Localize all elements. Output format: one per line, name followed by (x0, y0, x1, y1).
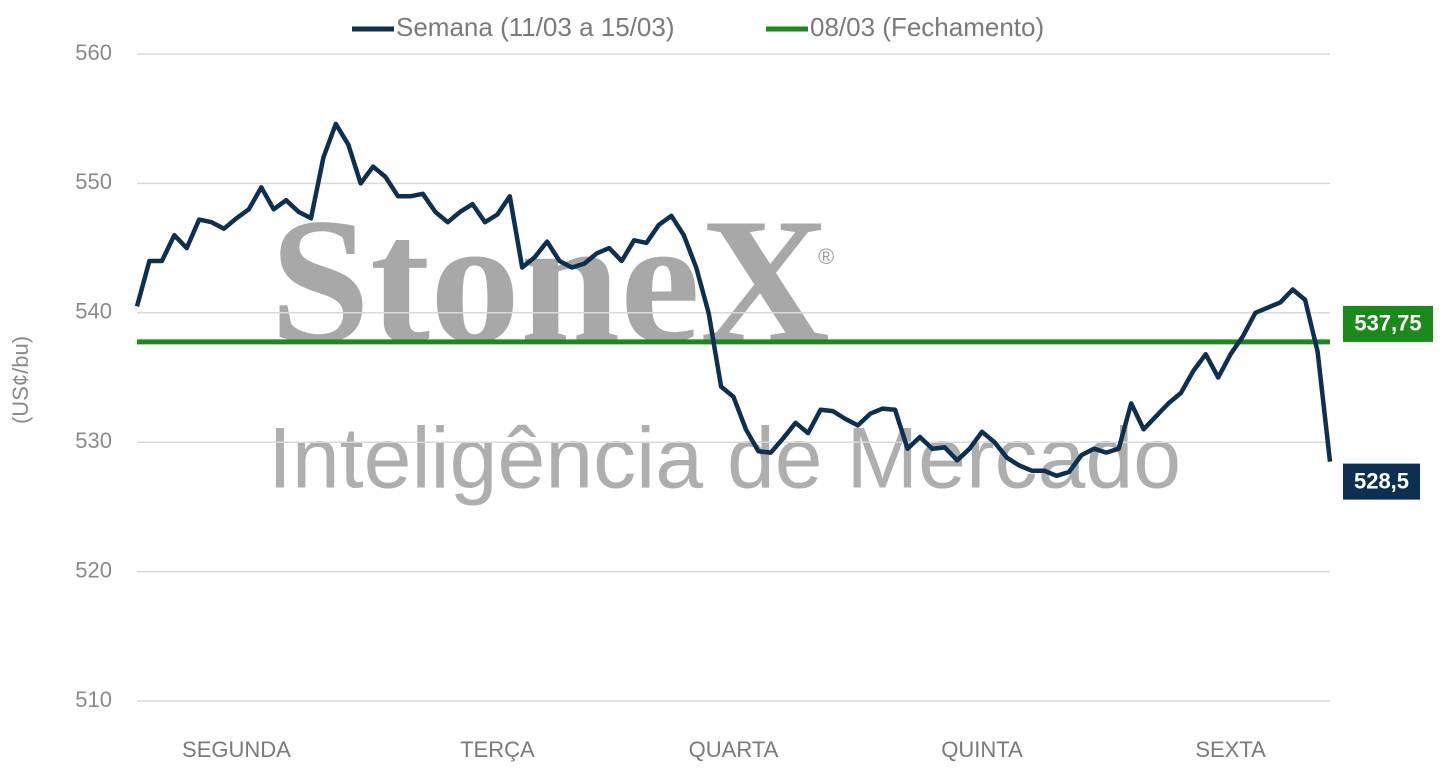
end-label: 537,75 (1354, 311, 1421, 336)
legend-label: 08/03 (Fechamento) (810, 12, 1044, 42)
y-tick-label: 530 (75, 428, 112, 453)
x-tick-label: TERÇA (460, 737, 535, 762)
y-tick-label: 540 (75, 299, 112, 324)
y-tick-label: 560 (75, 40, 112, 65)
end-label: 528,5 (1354, 468, 1409, 493)
watermark-mark: ® (818, 244, 834, 269)
legend-label: Semana (11/03 a 15/03) (396, 12, 674, 42)
end-label-box (1343, 305, 1433, 342)
x-tick-label: QUINTA (941, 737, 1023, 762)
y-axis-label: (US¢/bu) (8, 336, 33, 424)
series-line (134, 121, 1333, 479)
y-tick-label: 510 (75, 687, 112, 712)
watermark-logo: StoneX (270, 181, 830, 380)
y-tick-label: 550 (75, 169, 112, 194)
x-tick-label: SEGUNDA (182, 737, 291, 762)
y-tick-label: 520 (75, 557, 112, 582)
watermark-tagline: Inteligência de Mercado (268, 411, 1181, 507)
x-tick-label: QUARTA (689, 737, 779, 762)
x-tick-label: SEXTA (1195, 737, 1266, 762)
end-label-box (1343, 463, 1420, 500)
